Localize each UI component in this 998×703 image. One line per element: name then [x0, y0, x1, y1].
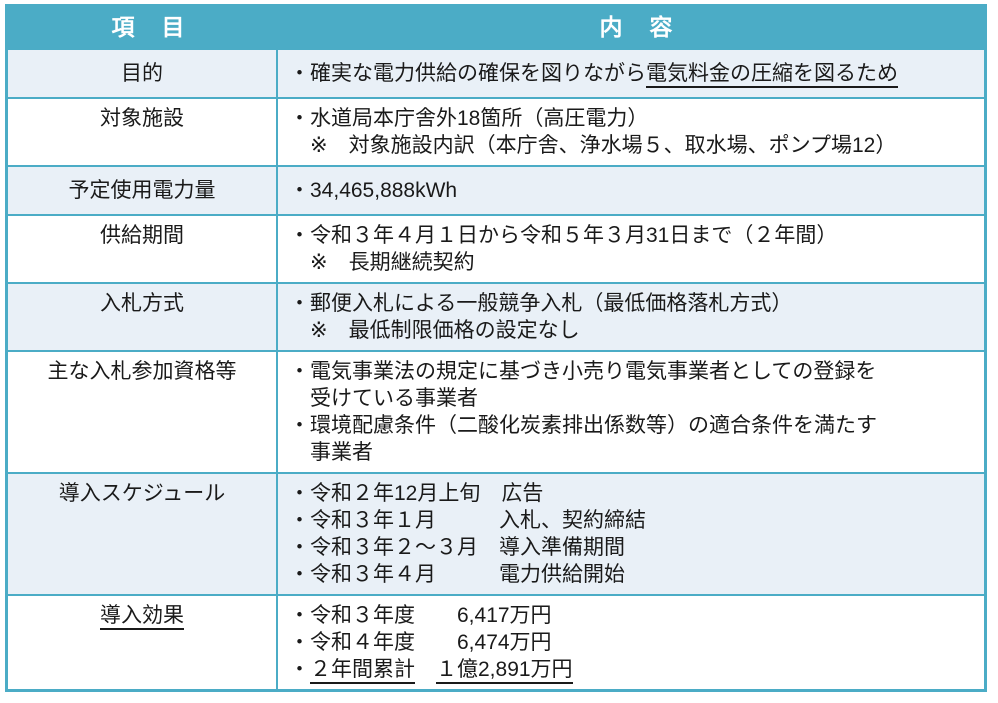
text: 予定使用電力量: [68, 179, 216, 202]
text: ・34,465,888kWh: [289, 179, 458, 202]
text: ・令和３年度 6,417万円: [289, 604, 552, 627]
text: 受けている事業者: [289, 387, 478, 410]
row-label-introduction-effects: 導入効果: [8, 596, 278, 689]
row-content-planned-power-usage: ・34,465,888kWh: [278, 167, 984, 214]
content-line: ・令和３年２～３月 導入準備期間: [289, 534, 976, 561]
table-row-bidding-method: 入札方式 ・郵便入札による一般競争入札（最低価格落札方式） ※ 最低制限価格の設定…: [8, 282, 984, 350]
text: 導入スケジュール: [58, 482, 226, 505]
row-label-text: 導入効果: [16, 602, 268, 630]
text: ・令和３年４月１日から令和５年３月31日まで（２年間）: [289, 224, 838, 247]
text: ・令和２年12月上旬 広告: [289, 482, 544, 505]
content-line: ・電気事業法の規定に基づき小売り電気事業者としての登録を: [289, 358, 976, 385]
table-body: 目的 ・確実な電力供給の確保を図りながら電気料金の圧縮を図るため対象施設 ・水道局本…: [8, 48, 984, 689]
content-line: ・確実な電力供給の確保を図りながら電気料金の圧縮を図るため: [289, 60, 976, 88]
content-line: ・令和２年12月上旬 広告: [289, 480, 976, 507]
underlined-text: 電気料金の圧縮を図るため: [646, 62, 898, 88]
row-content-introduction-schedule: ・令和２年12月上旬 広告・令和３年１月 入札、契約締結 ・令和３年２～３月 導入…: [278, 474, 984, 594]
text: 目的: [121, 62, 163, 85]
content-line: ・令和４年度 6,474万円: [289, 629, 976, 656]
text: ・確実な電力供給の確保を図りながら: [289, 62, 646, 85]
procurement-summary-table: 項 目 内 容 目的 ・確実な電力供給の確保を図りながら電気料金の圧縮を図るため対…: [5, 4, 987, 692]
content-line: ※ 対象施設内訳（本庁舎、浄水場５、取水場、ポンプ場12）: [289, 132, 976, 159]
text: ※ 対象施設内訳（本庁舎、浄水場５、取水場、ポンプ場12）: [289, 134, 897, 157]
table-row-purpose: 目的 ・確実な電力供給の確保を図りながら電気料金の圧縮を図るため: [8, 48, 984, 97]
row-label-target-facilities: 対象施設: [8, 99, 278, 165]
text: ・令和３年１月 入札、契約締結: [289, 509, 646, 532]
text: 主な入札参加資格等: [47, 360, 237, 383]
row-content-supply-period: ・令和３年４月１日から令和５年３月31日まで（２年間） ※ 長期継続契約: [278, 216, 984, 282]
table-row-supply-period: 供給期間 ・令和３年４月１日から令和５年３月31日まで（２年間） ※ 長期継続契約: [8, 214, 984, 282]
table-row-target-facilities: 対象施設 ・水道局本庁舎外18箇所（高圧電力） ※ 対象施設内訳（本庁舎、浄水場５…: [8, 97, 984, 165]
text: ・電気事業法の規定に基づき小売り電気事業者としての登録を: [289, 360, 877, 383]
text: ※ 長期継続契約: [289, 251, 475, 274]
content-line: 受けている事業者: [289, 385, 976, 412]
row-content-introduction-effects: ・令和３年度 6,417万円 ・令和４年度 6,474万円 ・２年間累計 １億2,8…: [278, 596, 984, 689]
text: 対象施設: [100, 107, 184, 130]
text: 事業者: [289, 441, 373, 464]
table-row-introduction-schedule: 導入スケジュール ・令和２年12月上旬 広告・令和３年１月 入札、契約締結 ・令和３…: [8, 472, 984, 594]
text: ・: [289, 658, 310, 681]
row-label-text: 対象施設: [16, 105, 268, 132]
content-line: ・令和３年４月１日から令和５年３月31日まで（２年間）: [289, 222, 976, 249]
text: 入札方式: [100, 292, 184, 315]
text: ・令和４年度 6,474万円: [289, 631, 552, 654]
row-label-planned-power-usage: 予定使用電力量: [8, 167, 278, 214]
content-line: ・郵便入札による一般競争入札（最低価格落札方式）: [289, 290, 976, 317]
content-line: ・２年間累計 １億2,891万円: [289, 656, 976, 684]
row-content-bid-qualifications: ・電気事業法の規定に基づき小売り電気事業者としての登録を 受けている事業者・環境…: [278, 352, 984, 472]
text: ・環境配慮条件（二酸化炭素排出係数等）の適合条件を満たす: [289, 414, 877, 437]
text: ・令和３年４月 電力供給開始: [289, 563, 625, 586]
underlined-text: １億2,891万円: [436, 658, 573, 684]
table-header-row: 項 目 内 容: [8, 7, 984, 48]
content-line: 事業者: [289, 439, 976, 466]
text: ・郵便入札による一般競争入札（最低価格落札方式）: [289, 292, 793, 315]
header-content-column: 内 容: [599, 14, 675, 40]
table-row-bid-qualifications: 主な入札参加資格等 ・電気事業法の規定に基づき小売り電気事業者としての登録を 受け…: [8, 350, 984, 472]
header-item-column: 項 目: [111, 14, 187, 40]
row-label-text: 入札方式: [16, 290, 268, 317]
content-line: ※ 最低制限価格の設定なし: [289, 317, 976, 344]
row-label-text: 供給期間: [16, 222, 268, 249]
row-content-purpose: ・確実な電力供給の確保を図りながら電気料金の圧縮を図るため: [278, 50, 984, 97]
row-label-text: 主な入札参加資格等: [16, 358, 268, 385]
row-content-bidding-method: ・郵便入札による一般競争入札（最低価格落札方式） ※ 最低制限価格の設定なし: [278, 284, 984, 350]
row-label-supply-period: 供給期間: [8, 216, 278, 282]
row-label-text: 目的: [16, 60, 268, 87]
row-label-purpose: 目的: [8, 50, 278, 97]
content-line: ・34,465,888kWh: [289, 177, 976, 204]
text: ※ 最低制限価格の設定なし: [289, 319, 580, 342]
content-line: ・令和３年度 6,417万円: [289, 602, 976, 629]
text: 供給期間: [100, 224, 184, 247]
table-row-planned-power-usage: 予定使用電力量 ・34,465,888kWh: [8, 165, 984, 214]
content-line: ・令和３年１月 入札、契約締結: [289, 507, 976, 534]
text: ・水道局本庁舎外18箇所（高圧電力）: [289, 107, 649, 130]
row-content-target-facilities: ・水道局本庁舎外18箇所（高圧電力） ※ 対象施設内訳（本庁舎、浄水場５、取水場…: [278, 99, 984, 165]
text: [415, 658, 436, 681]
row-label-bid-qualifications: 主な入札参加資格等: [8, 352, 278, 472]
underlined-text: ２年間累計: [310, 658, 415, 684]
content-line: ・水道局本庁舎外18箇所（高圧電力）: [289, 105, 976, 132]
row-label-introduction-schedule: 導入スケジュール: [8, 474, 278, 594]
text: ・令和３年２～３月 導入準備期間: [289, 536, 625, 559]
content-line: ※ 長期継続契約: [289, 249, 976, 276]
underlined-text: 導入効果: [100, 604, 184, 630]
row-label-bidding-method: 入札方式: [8, 284, 278, 350]
content-line: ・環境配慮条件（二酸化炭素排出係数等）の適合条件を満たす: [289, 412, 976, 439]
content-line: ・令和３年４月 電力供給開始: [289, 561, 976, 588]
row-label-text: 導入スケジュール: [16, 480, 268, 507]
row-label-text: 予定使用電力量: [16, 177, 268, 204]
table-row-introduction-effects: 導入効果 ・令和３年度 6,417万円 ・令和４年度 6,474万円 ・２年間累計 １…: [8, 594, 984, 689]
